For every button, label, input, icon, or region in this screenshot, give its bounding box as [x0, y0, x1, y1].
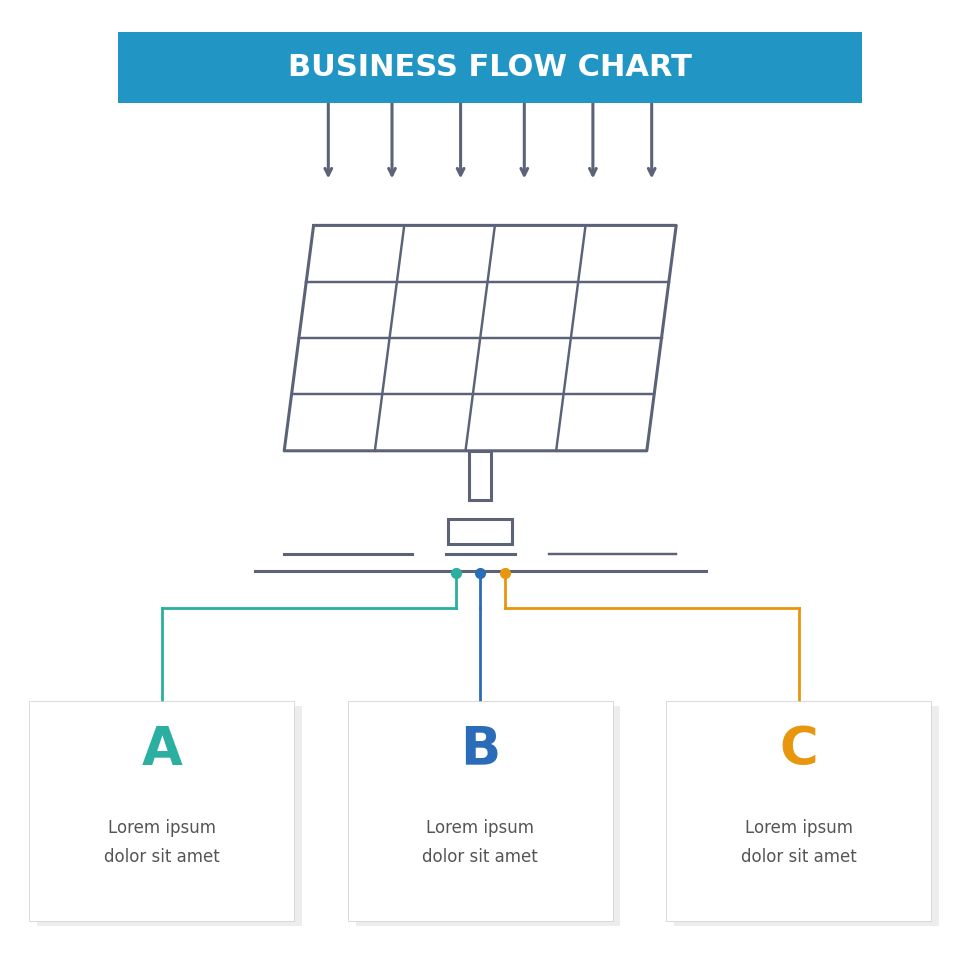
Text: B: B [460, 723, 501, 776]
Bar [469, 451, 491, 500]
FancyBboxPatch shape [37, 706, 302, 926]
Text: Lorem ipsum
dolor sit amet: Lorem ipsum dolor sit amet [741, 819, 857, 866]
Text: Lorem ipsum
dolor sit amet: Lorem ipsum dolor sit amet [104, 819, 220, 866]
FancyBboxPatch shape [674, 706, 939, 926]
FancyBboxPatch shape [348, 701, 612, 921]
FancyBboxPatch shape [29, 701, 294, 921]
FancyBboxPatch shape [666, 701, 931, 921]
Text: A: A [141, 723, 182, 776]
Text: C: C [779, 723, 818, 776]
Text: BUSINESS FLOW CHART: BUSINESS FLOW CHART [288, 53, 692, 82]
Bar [449, 519, 512, 544]
FancyBboxPatch shape [118, 32, 862, 103]
FancyBboxPatch shape [356, 706, 620, 926]
Text: Lorem ipsum
dolor sit amet: Lorem ipsum dolor sit amet [422, 819, 538, 866]
